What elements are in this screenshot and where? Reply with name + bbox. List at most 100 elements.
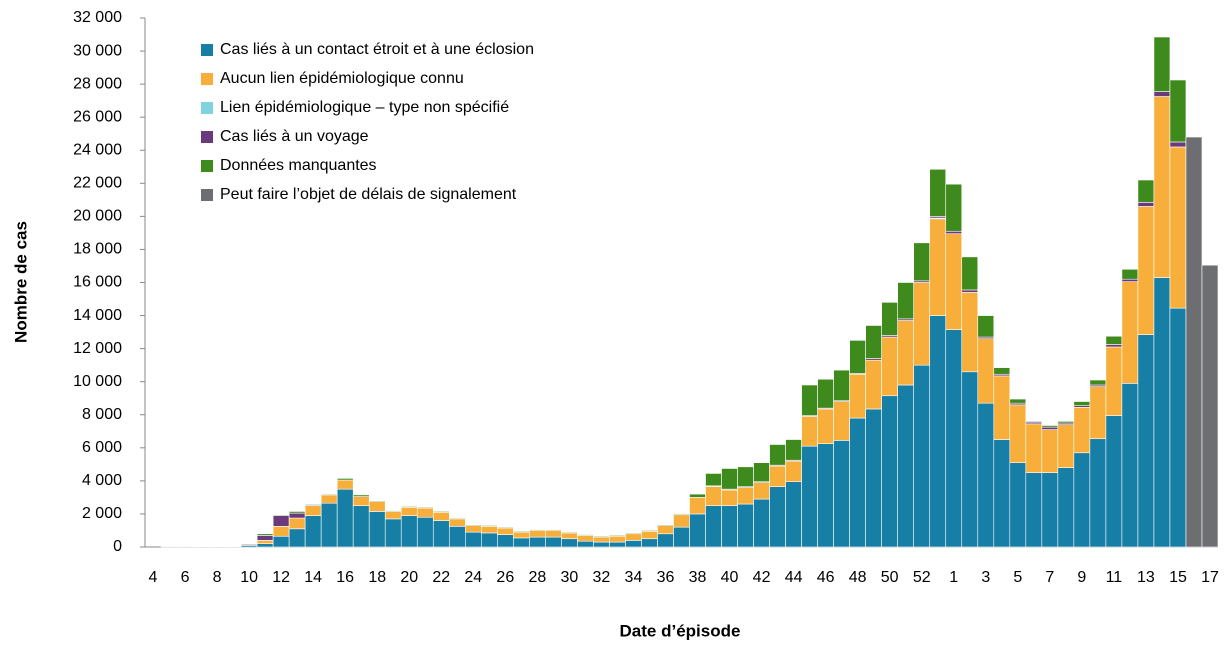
y-tick-label: 0 — [113, 538, 122, 555]
x-tick-label: 14 — [304, 569, 322, 586]
bar-segment — [833, 369, 850, 401]
bar-segment — [737, 503, 754, 548]
bar-segment — [464, 525, 482, 533]
bar-segment — [304, 515, 322, 548]
x-tick-label: 36 — [657, 569, 675, 586]
x-tick-label: 50 — [881, 569, 899, 586]
bar-segment — [1089, 438, 1107, 548]
bar-segment — [1105, 415, 1123, 548]
bar-segment — [432, 511, 450, 513]
bar-segment — [929, 218, 947, 316]
bar-segment — [1121, 278, 1139, 282]
x-tick-label: 12 — [272, 569, 290, 586]
bar-segment — [881, 302, 899, 336]
bar-segment — [1169, 141, 1187, 148]
bar-segment — [561, 531, 578, 534]
bar-segment — [288, 528, 306, 548]
bar-segment — [865, 359, 882, 410]
bar-segment — [384, 518, 402, 548]
bar-segment — [513, 530, 530, 533]
bar-segment — [1057, 421, 1075, 424]
bar-segment — [993, 439, 1011, 548]
y-tick-label: 30 000 — [73, 42, 122, 59]
bar-segment — [256, 535, 274, 541]
bar-segment — [625, 540, 642, 548]
bar-segment — [737, 487, 754, 505]
bar-segment — [432, 511, 450, 521]
bar-segment — [304, 503, 322, 506]
x-tick-label: 48 — [849, 569, 867, 586]
bar-segment — [272, 515, 290, 527]
bar-segment — [1089, 386, 1107, 440]
bar-segment — [753, 482, 770, 500]
bar-segment — [448, 518, 466, 527]
bar-segment — [320, 494, 338, 504]
bar-segment — [1169, 307, 1187, 548]
bar-segment — [817, 443, 834, 548]
x-tick-label: 7 — [1045, 569, 1054, 586]
x-tick-label: 42 — [753, 569, 771, 586]
bar-segment — [705, 473, 722, 487]
bar-segment — [1041, 429, 1059, 473]
bar-segment — [256, 543, 274, 548]
bar-segment — [721, 505, 738, 548]
bar-segment — [481, 525, 498, 527]
x-tick-label: 26 — [496, 569, 514, 586]
bar-segment — [1121, 268, 1139, 280]
bar-segment — [673, 513, 690, 516]
bar-segment — [497, 526, 514, 529]
bar-segment — [497, 534, 514, 548]
x-tick-label: 15 — [1169, 569, 1187, 586]
bar-segment — [609, 535, 626, 537]
bar-segment — [977, 315, 995, 338]
bar-segment — [448, 517, 466, 520]
bar-segment — [977, 402, 995, 548]
bar-segment — [705, 505, 722, 548]
bar-segment — [416, 507, 434, 509]
bar-segment — [272, 535, 290, 548]
bar-segment — [1073, 452, 1091, 548]
bar-segment — [545, 529, 562, 531]
bar-segment — [272, 514, 290, 516]
bar-segment — [961, 289, 979, 293]
bar-segment — [416, 516, 434, 548]
bar-segment — [849, 417, 866, 548]
legend-label: Lien épidémiologique – type non spécifié — [220, 99, 509, 116]
y-tick-label: 16 000 — [73, 274, 122, 291]
y-tick-label: 6 000 — [82, 439, 122, 456]
bar-segment — [641, 530, 658, 540]
bar-segment — [849, 373, 866, 419]
bar-segment — [1185, 136, 1203, 548]
bar-segment — [577, 535, 594, 542]
bar-segment — [833, 440, 850, 548]
x-tick-label: 20 — [400, 569, 418, 586]
bar-segment — [753, 462, 770, 483]
bar-segment — [993, 375, 1011, 440]
bar-segment — [352, 494, 370, 497]
bar-segment — [529, 529, 546, 531]
bar-segment — [336, 478, 354, 481]
bar-segment — [945, 329, 963, 548]
bar-segment — [865, 325, 882, 359]
bar-segment — [881, 336, 899, 397]
bar-segment — [577, 540, 594, 548]
legend-label: Cas liés à un contact étroit et à une éc… — [220, 41, 534, 58]
bar-segment — [320, 493, 338, 496]
bar-segment — [1137, 179, 1155, 203]
bar-segment — [1105, 335, 1123, 345]
y-tick-label: 8 000 — [82, 406, 122, 423]
bar-segment — [1105, 344, 1123, 348]
bar-segment — [961, 371, 979, 548]
bar-segment — [769, 444, 786, 466]
bar-segment — [497, 527, 514, 535]
bar-segment — [513, 537, 530, 548]
bar-segment — [753, 498, 770, 548]
bar-segment — [304, 505, 322, 516]
bar-segment — [1121, 281, 1139, 384]
x-tick-label: 11 — [1106, 569, 1123, 586]
bar-segment — [673, 526, 690, 548]
bar-segment — [400, 507, 418, 516]
bar-segment — [288, 517, 306, 530]
x-tick-label: 13 — [1137, 569, 1155, 586]
x-tick-label: 52 — [913, 569, 931, 586]
